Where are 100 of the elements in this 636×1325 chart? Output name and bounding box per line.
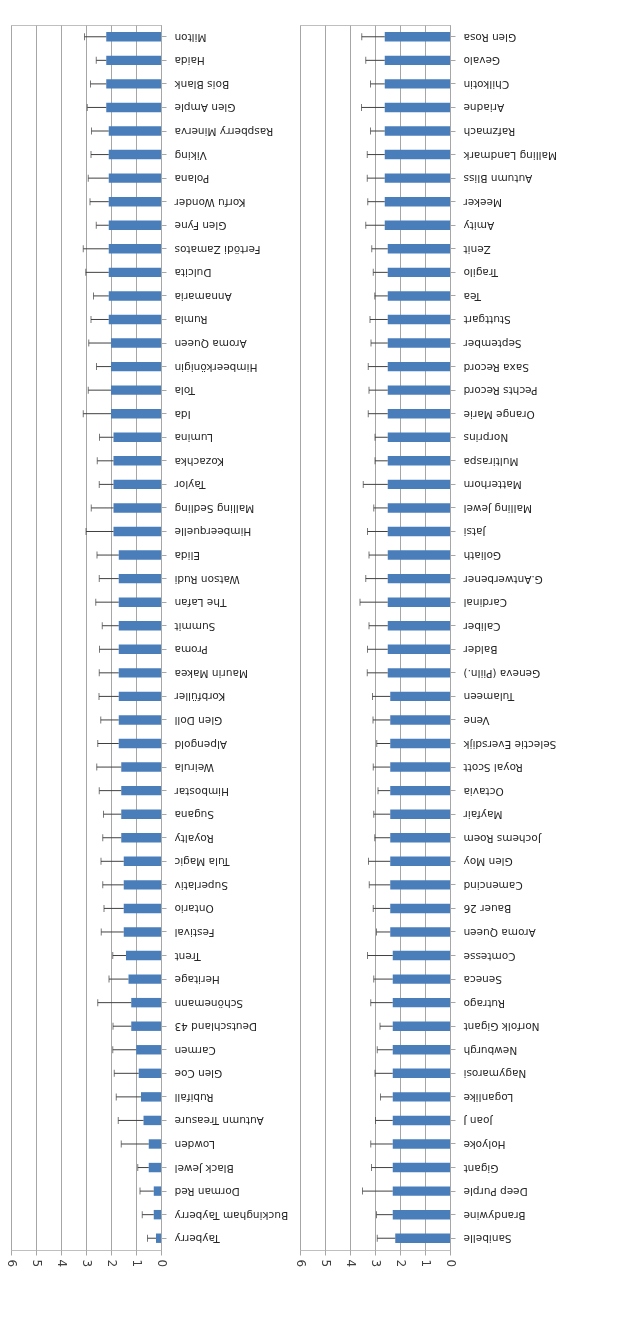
bar	[395, 1233, 450, 1243]
y-tick-label: Alpengold	[174, 738, 228, 751]
y-tick-label: Taylor	[173, 479, 207, 492]
bar	[118, 715, 161, 725]
x-tick-label: 5	[29, 1259, 44, 1268]
y-tick-label: Ariadne	[463, 102, 505, 115]
bar	[111, 361, 161, 372]
x-tick-label: 6	[293, 1259, 308, 1268]
bar	[123, 927, 161, 937]
y-tick-label: Tayberry	[174, 1233, 221, 1246]
y-tick-label: Norprins	[463, 432, 509, 445]
y-tick-label: Kozachka	[174, 455, 224, 468]
bar	[113, 432, 161, 442]
y-tick-label: Black Jewel	[174, 1162, 234, 1175]
y-tick-label: Multiraspa	[463, 455, 519, 468]
bar	[392, 1021, 450, 1031]
bar	[384, 196, 450, 207]
y-tick-label: Deutschland 43	[174, 1021, 258, 1034]
bar	[141, 1092, 161, 1102]
bar	[108, 291, 161, 301]
y-tick-label: Pechts Record	[463, 385, 538, 398]
y-tick-label: Loganlike	[463, 1091, 514, 1104]
bar	[148, 1139, 161, 1149]
y-tick-label: Autumn Bliss	[463, 173, 533, 186]
y-tick-label: Mayfair	[462, 809, 503, 822]
y-tick-label: The Lafan	[174, 597, 228, 610]
bar	[387, 550, 450, 560]
y-tick-label: Heritage	[174, 974, 220, 987]
y-tick-label: Glen Doll	[174, 714, 223, 727]
y-tick-label: Tragilo	[463, 267, 500, 280]
bar	[153, 1186, 161, 1196]
bar	[387, 503, 450, 513]
y-tick-label: Ida	[174, 408, 191, 421]
y-tick-label: Holyoke	[463, 1138, 506, 1151]
x-tick-label: 3	[79, 1259, 94, 1268]
y-tick-label: Glen Moy	[463, 856, 513, 869]
bar	[113, 526, 161, 537]
y-tick-label: Autumn Treasure	[174, 1115, 264, 1128]
y-tick-label: Gigant	[463, 1162, 499, 1175]
bar	[156, 1233, 161, 1243]
x-tick-label: 0	[154, 1259, 169, 1268]
y-tick-label: Malling Sedling	[174, 502, 255, 515]
y-tick-label: Ontario	[174, 903, 214, 916]
bar	[390, 903, 450, 914]
bar	[392, 1162, 450, 1173]
y-tick-label: Jatsi	[463, 526, 487, 539]
bar	[131, 997, 161, 1008]
y-tick-label: Aroma Queen	[463, 926, 536, 939]
bar	[392, 1092, 450, 1102]
bar	[384, 32, 450, 42]
bar	[121, 809, 161, 819]
y-tick-label: Proma	[174, 644, 208, 657]
y-tick-label: Rubifall	[174, 1091, 214, 1104]
bar	[128, 974, 161, 984]
bar	[387, 338, 450, 348]
bar	[390, 927, 450, 937]
y-tick-label: Tola	[174, 385, 196, 398]
bar	[108, 267, 161, 278]
y-tick-label: Amity	[463, 220, 495, 233]
y-tick-label: G.Antwerbener	[462, 573, 543, 586]
bar	[392, 1209, 450, 1220]
y-tick-label: Festival	[174, 926, 215, 939]
bar	[384, 126, 450, 136]
x-tick-label: 6	[4, 1259, 19, 1268]
bar	[387, 314, 450, 325]
bar	[153, 1209, 161, 1220]
bar	[106, 55, 161, 66]
y-tick-label: Viking	[174, 149, 207, 162]
y-tick-label: Rumla	[174, 314, 208, 327]
bar	[118, 550, 161, 560]
y-tick-label: Annamaria	[174, 290, 232, 303]
bar	[387, 668, 450, 678]
y-tick-label: Zenit	[463, 243, 491, 256]
bar	[392, 997, 450, 1008]
bar	[108, 220, 161, 230]
bar	[108, 244, 161, 254]
bar	[136, 1045, 161, 1055]
y-tick-label: Glen Coe	[174, 1068, 223, 1081]
bar	[118, 738, 161, 749]
y-tick-label: Korfu Wonder	[173, 196, 246, 209]
x-tick-label: 2	[393, 1259, 408, 1268]
y-tick-label: Himbeerkönigin	[174, 361, 258, 374]
bar	[113, 479, 161, 490]
bar	[387, 385, 450, 395]
y-tick-label: Deep Purple	[463, 1186, 528, 1199]
y-tick-label: Sugana	[174, 809, 215, 822]
bar	[390, 691, 450, 702]
y-tick-label: Trent	[174, 950, 202, 963]
x-tick-label: 3	[368, 1259, 383, 1268]
y-tick-label: Caliber	[462, 620, 501, 633]
bar	[387, 291, 450, 301]
y-tick-label: Chilkotin	[463, 78, 510, 91]
y-tick-label: Balder	[462, 644, 498, 657]
bar	[387, 621, 450, 631]
bar	[387, 456, 450, 466]
y-tick-label: Polana	[174, 173, 210, 186]
y-tick-label: Raspberry Minerva	[174, 126, 274, 139]
y-tick-label: Bauer 26	[463, 903, 512, 916]
bar	[123, 903, 161, 914]
bar	[392, 1139, 450, 1149]
